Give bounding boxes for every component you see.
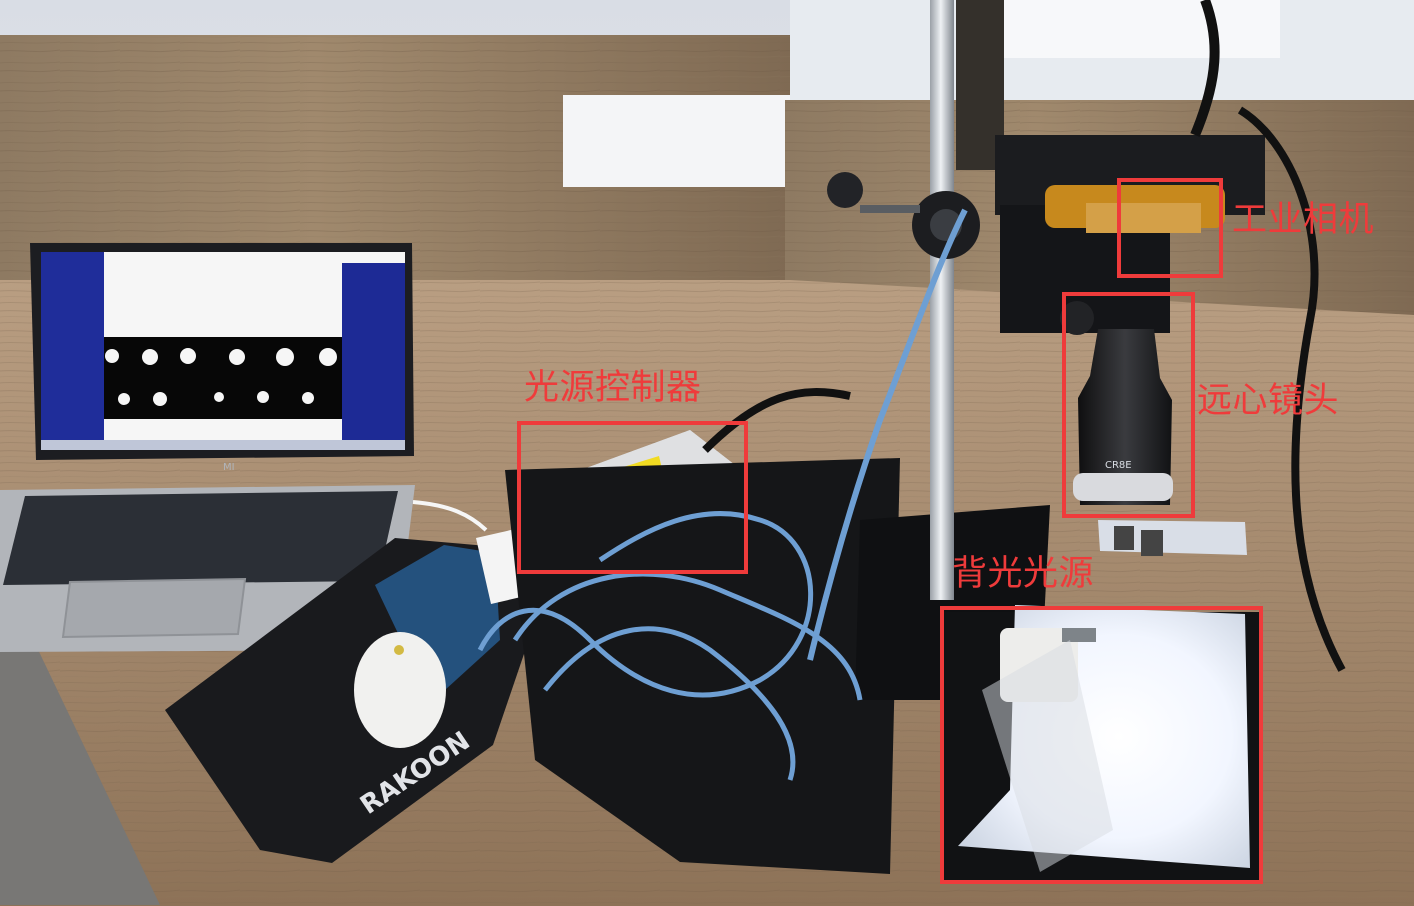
blue-cable-coil-3	[543, 626, 796, 781]
arm-knob	[827, 172, 863, 208]
blue-cable-coil-2	[512, 571, 863, 701]
lens-text: CR8E	[1105, 460, 1132, 471]
lamp-rail	[1098, 520, 1247, 555]
mouse	[354, 632, 446, 748]
lens-ring	[1073, 473, 1173, 501]
left-baseboard	[563, 95, 790, 187]
telecentric-lens	[1078, 329, 1172, 505]
light-controller-box	[517, 421, 748, 574]
industrial-camera-box	[1117, 178, 1223, 278]
black-cable-1	[1190, 0, 1220, 137]
wall-socket	[1000, 0, 1280, 58]
mouse-pad-graphic	[375, 545, 500, 690]
arm-rod	[860, 205, 920, 213]
screen-right-panel	[342, 263, 405, 440]
preview-holes	[105, 348, 337, 406]
taskbar	[41, 440, 405, 450]
camera-mount-ring	[1086, 203, 1201, 233]
black-cable-2	[1237, 106, 1346, 672]
blue-cable-main	[807, 208, 968, 661]
mouse-indicator	[394, 645, 404, 655]
paper-sheet	[982, 640, 1113, 872]
telecentric-lens-box	[1062, 292, 1195, 518]
industrial-camera-label: 工业相机	[1232, 200, 1375, 240]
backlight-label: 背光光源	[952, 554, 1095, 594]
stand-pole	[930, 0, 954, 600]
laptop-logo-text: MI	[223, 462, 235, 473]
lens-side-knob	[1060, 301, 1094, 335]
stand-base	[505, 458, 900, 874]
light-controller-label: 光源控制器	[524, 368, 702, 408]
laptop-keyboard	[3, 491, 398, 585]
telecentric-lens-label: 远心镜头	[1197, 381, 1340, 421]
camera-preview	[104, 337, 342, 419]
foreground-edge	[0, 570, 160, 905]
laptop-cable	[412, 500, 488, 532]
blue-cable-coil-1	[477, 511, 814, 698]
controller-power-cable	[702, 388, 851, 453]
screen-left-panel	[41, 252, 104, 442]
test-object-prong	[1062, 628, 1096, 642]
rail-slot-2	[1141, 530, 1163, 556]
laptop-touchpad	[61, 577, 247, 639]
rail-slot-1	[1114, 526, 1134, 550]
backlight-box	[940, 606, 1263, 884]
